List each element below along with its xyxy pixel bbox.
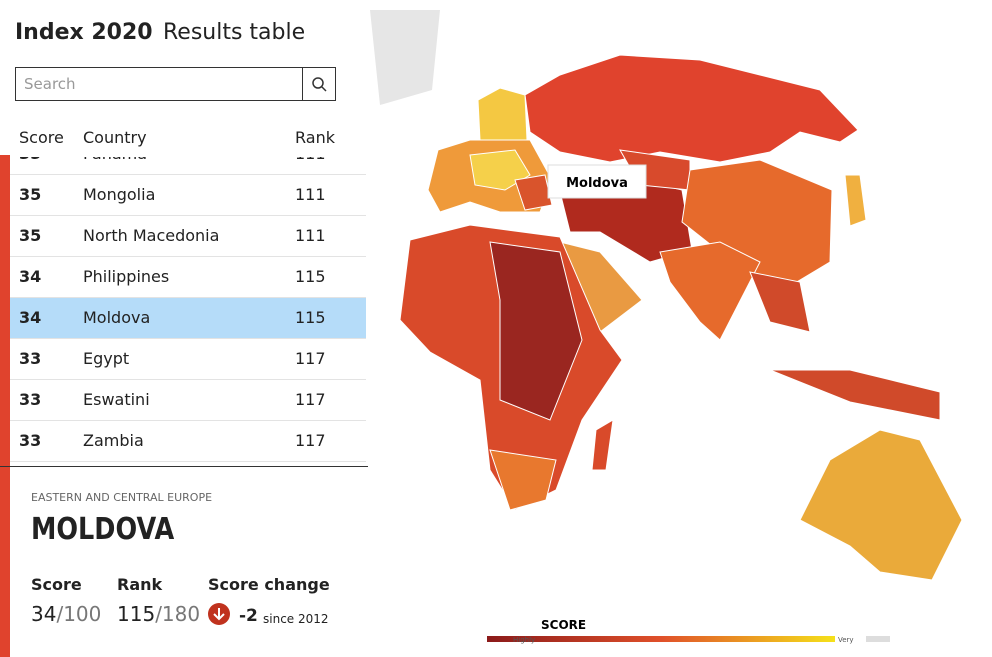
row-country: Eswatini: [83, 390, 150, 409]
table-row[interactable]: 33 Eswatini 117: [10, 380, 366, 421]
search-placeholder: Search: [24, 75, 76, 93]
row-country: Mongolia: [83, 185, 156, 204]
legend-nodata: [866, 636, 890, 642]
country-name: MOLDOVA: [31, 512, 175, 547]
central-africa[interactable]: [489, 241, 583, 421]
table-row[interactable]: 35 Mongolia 111: [10, 175, 366, 216]
row-score: 33: [19, 431, 42, 450]
madagascar[interactable]: [591, 419, 614, 471]
table-row[interactable]: 34 Moldova 115: [10, 298, 366, 339]
legend-low: Highly: [513, 636, 535, 644]
row-rank: 115: [295, 267, 326, 286]
row-rank: 111: [295, 185, 326, 204]
change: -2: [239, 606, 258, 626]
row-country: Philippines: [83, 267, 170, 286]
legend-title: SCORE: [541, 618, 586, 632]
rank: 115: [117, 602, 156, 626]
row-country: Zambia: [83, 431, 144, 450]
balkans[interactable]: [514, 174, 553, 211]
row-score: 34: [19, 308, 42, 327]
row-rank: 117: [295, 390, 326, 409]
since: since 2012: [263, 612, 329, 626]
row-country: Moldova: [83, 308, 151, 327]
col-score[interactable]: Score: [19, 128, 64, 147]
southeast-asia[interactable]: [749, 271, 811, 333]
search-box[interactable]: Search: [15, 67, 303, 101]
search-button[interactable]: [302, 67, 336, 101]
rank-value: 115/180: [117, 602, 200, 626]
table-rows: 35 Panama 111 35 Mongolia 111 35 North Macedoni…: [10, 157, 366, 462]
rank-max: /180: [155, 602, 201, 626]
table-row[interactable]: 34 Philippines 115: [10, 257, 366, 298]
tab-title[interactable]: Results table: [163, 20, 306, 45]
col-rank[interactable]: Rank: [295, 128, 335, 147]
accent-stripe: [0, 155, 10, 657]
row-score: 35: [19, 226, 42, 245]
row-country: Panama: [83, 157, 147, 163]
row-rank: 117: [295, 431, 326, 450]
index-title: Index 2020: [15, 20, 153, 45]
legend-bar: [487, 636, 835, 642]
row-score: 35: [19, 157, 41, 163]
legend-high: Very: [838, 636, 854, 644]
label-change: Score change: [208, 575, 330, 594]
japan[interactable]: [844, 174, 867, 227]
score-max: /100: [56, 602, 102, 626]
region: EASTERN AND CENTRAL EUROPE: [31, 491, 213, 504]
row-score: 35: [19, 185, 42, 204]
tooltip: Moldova: [566, 176, 628, 191]
row-rank: 111: [295, 157, 326, 163]
search-icon: [312, 77, 327, 92]
label-rank: Rank: [117, 575, 163, 594]
down-arrow: [208, 603, 230, 625]
label-score: Score: [31, 575, 82, 594]
world-map: Moldova SCORE Highly Very: [368, 0, 992, 657]
table-row[interactable]: 35 Panama 111: [10, 157, 366, 175]
score-value: 34/100: [31, 602, 101, 626]
row-score: 33: [19, 390, 42, 409]
table-row[interactable]: 35 North Macedonia 111: [10, 216, 366, 257]
row-rank: 117: [295, 349, 326, 368]
row-score: 33: [19, 349, 42, 368]
col-country[interactable]: Country: [83, 128, 147, 147]
southern-africa[interactable]: [489, 449, 557, 511]
row-country: Egypt: [83, 349, 130, 368]
row-rank: 111: [295, 226, 326, 245]
australia[interactable]: [799, 429, 963, 581]
divider: [0, 466, 368, 467]
india[interactable]: [659, 241, 761, 341]
row-country: North Macedonia: [83, 226, 220, 245]
indonesia[interactable]: [769, 369, 941, 421]
row-score: 34: [19, 267, 42, 286]
table-row[interactable]: 33 Zambia 117: [10, 421, 366, 462]
greenland: [370, 10, 440, 105]
russia[interactable]: [524, 54, 859, 163]
row-rank: 115: [295, 308, 326, 327]
china[interactable]: [681, 159, 833, 293]
table-row[interactable]: 33 Egypt 117: [10, 339, 366, 380]
tooltip-box: [547, 164, 647, 199]
score: 34: [31, 602, 57, 626]
